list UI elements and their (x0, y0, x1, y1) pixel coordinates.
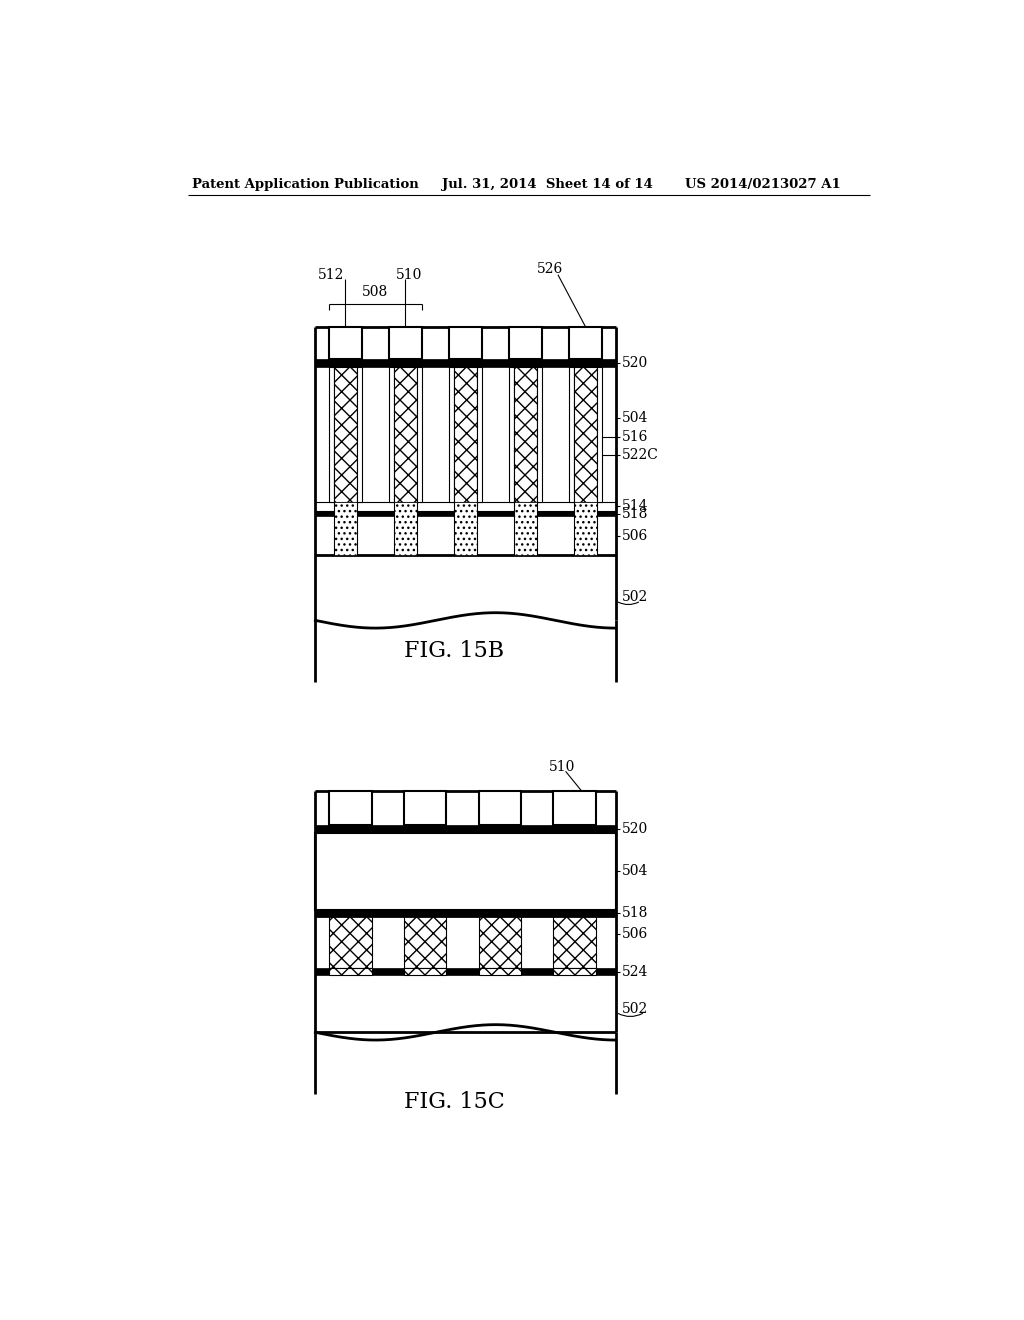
Text: 506: 506 (622, 529, 648, 543)
Text: 512: 512 (317, 268, 344, 281)
Bar (478, 969, 521, 974)
Bar (553, 969, 596, 974)
Bar (330, 367, 334, 502)
Bar (477, 367, 481, 502)
Bar (315, 359, 615, 367)
Text: 510: 510 (549, 760, 574, 775)
Text: Patent Application Publication: Patent Application Publication (193, 178, 419, 190)
Bar (569, 327, 602, 359)
Bar (574, 367, 597, 502)
Bar (597, 367, 602, 502)
Bar (315, 502, 615, 511)
Bar (569, 367, 574, 502)
Bar (315, 516, 615, 554)
Text: 514: 514 (622, 499, 648, 513)
Bar (417, 367, 422, 502)
Bar (450, 367, 454, 502)
Bar (403, 969, 446, 974)
Bar (454, 502, 477, 554)
Bar (574, 502, 597, 554)
Text: FIG. 15C: FIG. 15C (403, 1090, 505, 1113)
Bar (330, 916, 372, 969)
Bar (315, 974, 615, 1032)
Text: 518: 518 (622, 906, 648, 920)
Bar (330, 791, 372, 825)
Text: 504: 504 (622, 865, 648, 878)
Bar (553, 916, 596, 969)
Text: 526: 526 (537, 263, 563, 276)
Bar (450, 327, 481, 359)
Bar (509, 367, 514, 502)
Bar (315, 916, 615, 969)
Bar (514, 367, 538, 502)
Bar (478, 916, 521, 969)
Text: 520: 520 (622, 822, 648, 836)
Text: 502: 502 (622, 590, 648, 605)
Bar (315, 554, 615, 620)
Bar (357, 367, 361, 502)
Text: 508: 508 (362, 285, 388, 298)
Bar (315, 367, 615, 502)
Bar (315, 909, 615, 916)
Text: 516: 516 (622, 430, 648, 444)
Bar (315, 833, 615, 909)
Bar (315, 969, 615, 974)
Bar (334, 502, 357, 554)
Bar (509, 327, 542, 359)
Bar (478, 791, 521, 825)
Text: US 2014/0213027 A1: US 2014/0213027 A1 (685, 178, 841, 190)
Bar (315, 511, 615, 516)
Bar (514, 502, 538, 554)
Bar (334, 367, 357, 502)
Bar (403, 791, 446, 825)
Bar (454, 367, 477, 502)
Bar (403, 916, 446, 969)
Bar (538, 367, 542, 502)
Bar (315, 825, 615, 833)
Bar (330, 327, 361, 359)
Bar (330, 969, 372, 974)
Text: 522C: 522C (622, 447, 658, 462)
Text: 520: 520 (622, 356, 648, 370)
Text: FIG. 15B: FIG. 15B (403, 640, 504, 663)
Text: Jul. 31, 2014  Sheet 14 of 14: Jul. 31, 2014 Sheet 14 of 14 (442, 178, 653, 190)
Bar (389, 367, 394, 502)
Text: 524: 524 (622, 965, 648, 978)
Text: 518: 518 (622, 507, 648, 521)
Text: 502: 502 (622, 1002, 648, 1016)
Text: 506: 506 (622, 928, 648, 941)
Text: 510: 510 (396, 268, 423, 281)
Bar (553, 791, 596, 825)
Text: 504: 504 (622, 412, 648, 425)
Bar (389, 327, 422, 359)
Bar (394, 367, 417, 502)
Bar (394, 502, 417, 554)
